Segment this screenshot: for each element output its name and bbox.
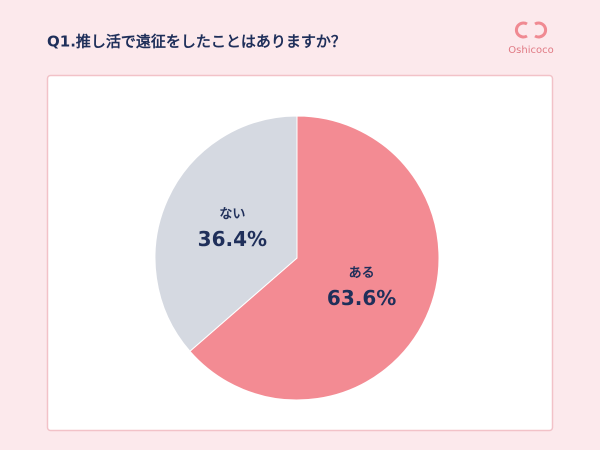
chart-title: Q1.推し活で遠征をしたことはありますか？ — [47, 33, 346, 51]
slice-category: ない — [219, 207, 245, 222]
pie-slice — [154, 115, 298, 352]
logo-icon — [514, 21, 548, 39]
pie-slice — [189, 115, 440, 401]
slice-value-label: 36.4% — [198, 227, 267, 251]
logo-c-right — [534, 21, 548, 39]
logo-c-left — [514, 21, 528, 39]
logo-text: Oshicoco — [508, 45, 553, 56]
slice-value-label: 63.6% — [327, 286, 396, 310]
slice-category: ある — [349, 266, 375, 281]
